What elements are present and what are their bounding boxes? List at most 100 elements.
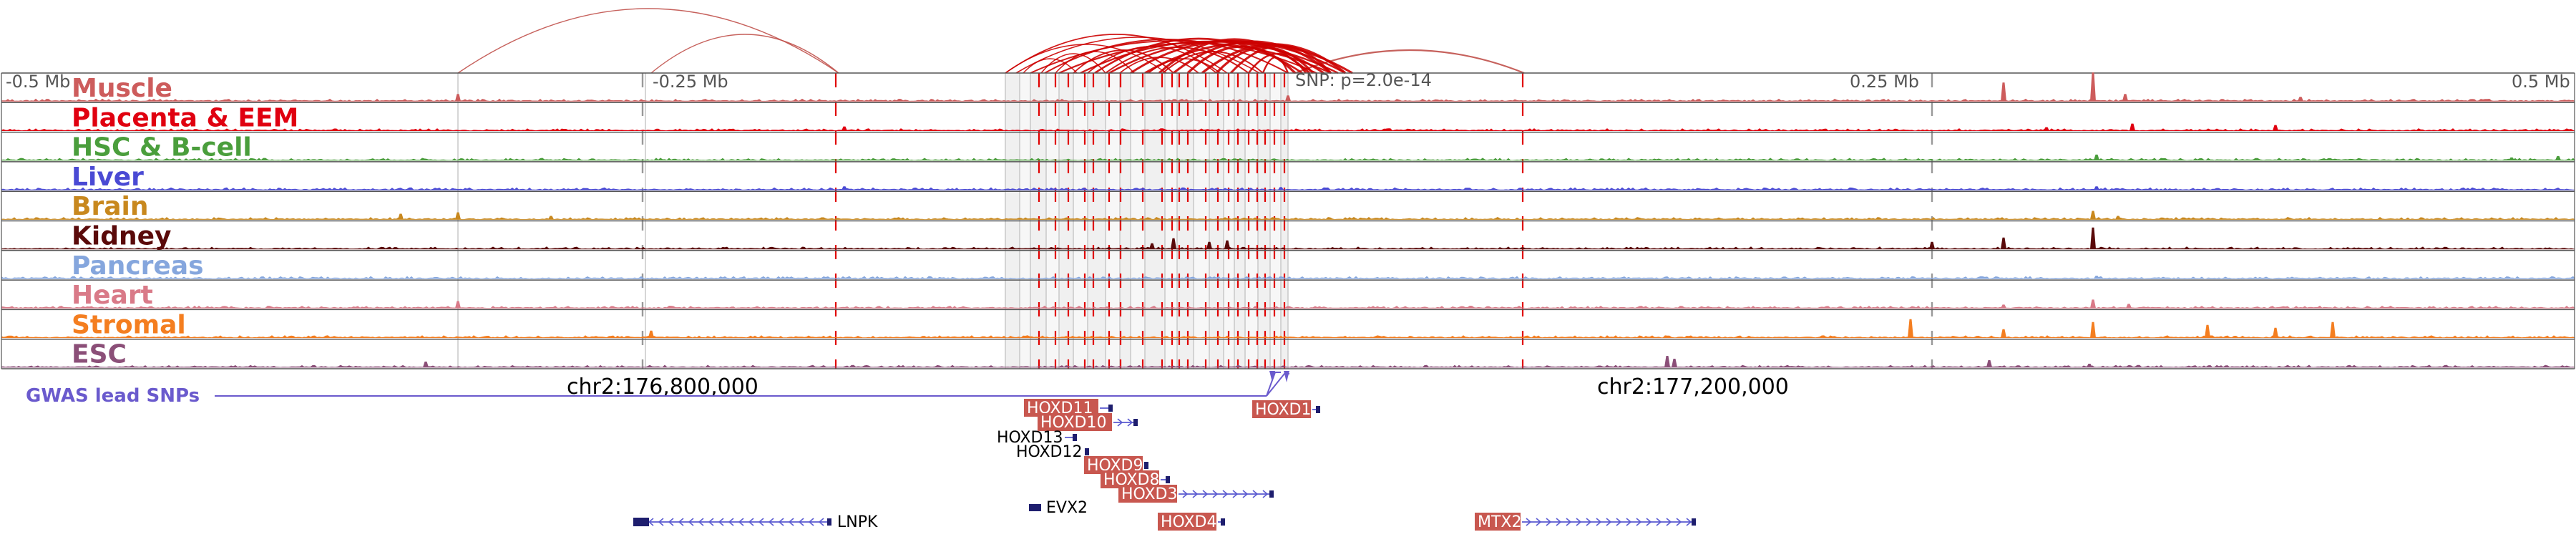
- signal-peak: [2126, 304, 2132, 309]
- exon: [827, 518, 831, 526]
- signal-peak: [1672, 359, 1677, 367]
- gene-label: EVX2: [1046, 499, 1088, 517]
- loop-arc: [1215, 46, 1314, 74]
- gene-hoxd10[interactable]: HOXD10: [1038, 413, 1138, 432]
- signal-noise: [1, 305, 2576, 309]
- signal-peak: [2001, 304, 2006, 309]
- signal-peak: [2273, 327, 2278, 338]
- track-hsc-b-cell: HSC & B-cell: [1, 131, 2575, 163]
- strand-arrow: [1686, 518, 1692, 526]
- loop-arc: [1201, 43, 1347, 74]
- loop-arc: [1119, 57, 1199, 74]
- gene-hoxd12[interactable]: HOXD12: [1016, 443, 1089, 461]
- signal-peak: [648, 330, 654, 338]
- signal-peak: [2330, 321, 2336, 338]
- signal-peak: [2001, 82, 2006, 102]
- signal-peak: [2509, 157, 2514, 160]
- signal-peak: [1285, 95, 1291, 102]
- signal-peak: [2555, 155, 2561, 160]
- exon: [1166, 476, 1170, 483]
- strand-arrow: [698, 518, 704, 526]
- gene-label: HOXD3: [1121, 485, 1177, 503]
- strand-arrow: [1556, 518, 1562, 526]
- gene-track: HOXD11HOXD10HOXD13HOXD12HOXD9HOXD8HOXD3E…: [633, 399, 1696, 531]
- strand-arrow: [1182, 490, 1189, 498]
- gene-label: LNPK: [837, 513, 878, 531]
- track-placenta-eem: Placenta & EEM: [1, 102, 2575, 132]
- gene-hoxd1[interactable]: HOXD1: [1252, 400, 1320, 419]
- exon: [1144, 462, 1148, 469]
- gene-label: HOXD13: [997, 429, 1063, 447]
- gene-mtx2[interactable]: MTX2: [1475, 513, 1696, 531]
- signal-peak: [2122, 94, 2128, 102]
- track-kidney: Kidney: [1, 220, 2575, 251]
- gene-lnpk[interactable]: LNPK: [633, 513, 878, 531]
- gene-evx2[interactable]: EVX2: [1029, 499, 1088, 517]
- strand-arrow: [1656, 518, 1662, 526]
- loop-arc: [650, 34, 839, 74]
- strand-arrow: [1252, 490, 1259, 498]
- exon: [1269, 490, 1274, 498]
- strand-arrow: [1222, 490, 1229, 498]
- strand-arrow: [1586, 518, 1592, 526]
- loop-arc: [1044, 39, 1289, 74]
- gene-hoxd4[interactable]: HOXD4: [1158, 513, 1225, 531]
- strand-arrow: [768, 518, 774, 526]
- strand-arrow: [1546, 518, 1552, 526]
- track-label: Placenta & EEM: [72, 103, 298, 132]
- signal-peak: [2001, 237, 2006, 249]
- signal-noise: [1, 216, 2575, 221]
- gene-hoxd13[interactable]: HOXD13: [997, 429, 1077, 447]
- gwas-connector: [1266, 372, 1281, 397]
- track-label: Heart: [72, 281, 153, 310]
- track-heart: Heart: [1, 279, 2576, 310]
- strand-arrow: [1262, 490, 1269, 498]
- signal-peak: [1224, 240, 1230, 249]
- gene-label-box: [1118, 485, 1177, 503]
- track-label: Stromal: [72, 310, 186, 339]
- signal-peak: [455, 212, 461, 220]
- signal-peak: [2129, 123, 2135, 131]
- strand-arrow: [1192, 490, 1199, 498]
- strand-arrow: [808, 518, 814, 526]
- signal-peak: [2094, 276, 2099, 279]
- loop-arc: [1023, 58, 1078, 74]
- strand-arrow: [748, 518, 754, 526]
- loop-arc: [1229, 44, 1332, 74]
- gene-label: HOXD12: [1016, 443, 1082, 461]
- strand-arrow: [758, 518, 764, 526]
- strand-arrow: [1242, 490, 1249, 498]
- strand-arrow: [798, 518, 804, 526]
- signal-peak: [1149, 243, 1155, 249]
- track-muscle: Muscle: [1, 72, 2575, 103]
- track-liver: Liver: [1, 161, 2575, 192]
- strand-arrow: [658, 518, 664, 526]
- gene-label: HOXD1: [1255, 401, 1311, 419]
- signal-peak: [2001, 329, 2006, 338]
- signal-peak: [2090, 211, 2096, 220]
- signal-peak: [455, 94, 461, 102]
- strand-arrow: [1536, 518, 1542, 526]
- loop-arcs: [457, 8, 1525, 74]
- signal-peak: [841, 186, 847, 190]
- loop-arc: [1162, 51, 1264, 74]
- strand-arrow: [1117, 418, 1123, 427]
- signal-peak: [1278, 276, 1284, 279]
- track-pancreas: Pancreas: [1, 250, 2575, 281]
- exon: [1133, 419, 1138, 426]
- signal-noise: [1, 128, 2575, 132]
- strand-arrow: [1676, 518, 1682, 526]
- signal-noise: [1, 335, 2575, 339]
- signal-peak: [2298, 97, 2303, 102]
- strand-arrow: [1127, 418, 1133, 427]
- signal-peak: [2090, 321, 2096, 338]
- strand-arrow: [1636, 518, 1642, 526]
- strand-arrow: [1616, 518, 1622, 526]
- track-label: Muscle: [72, 74, 172, 103]
- signal-peak: [2090, 72, 2096, 102]
- track-label: ESC: [72, 340, 127, 369]
- signal-peak: [548, 216, 554, 220]
- gene-hoxd3[interactable]: HOXD3: [1118, 485, 1274, 503]
- signal-noise: [1, 364, 2575, 368]
- signal-peak: [1929, 241, 1935, 249]
